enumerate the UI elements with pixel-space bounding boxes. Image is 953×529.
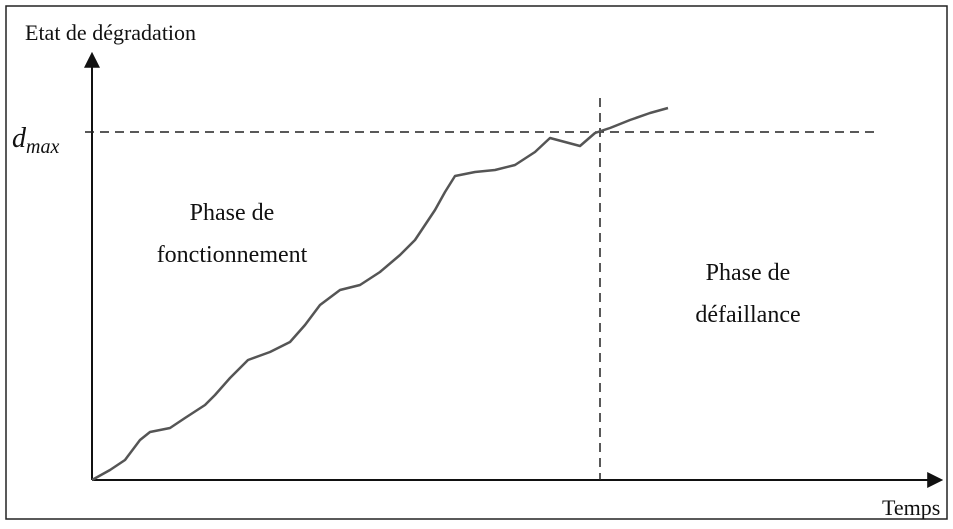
degradation-curve (91, 106, 669, 482)
threshold-symbol: d (12, 123, 27, 154)
threshold-label: dmax (12, 123, 59, 158)
y-axis-label: Etat de dégradation (25, 20, 196, 45)
phase-label: défaillance (695, 302, 800, 328)
phase-label: fonctionnement (157, 242, 308, 268)
phase-label: Phase de (190, 200, 275, 226)
threshold-subscript: max (26, 136, 59, 158)
frame (5, 5, 948, 520)
x-axis-label: Temps (882, 495, 940, 520)
phase-label: Phase de (706, 260, 791, 286)
